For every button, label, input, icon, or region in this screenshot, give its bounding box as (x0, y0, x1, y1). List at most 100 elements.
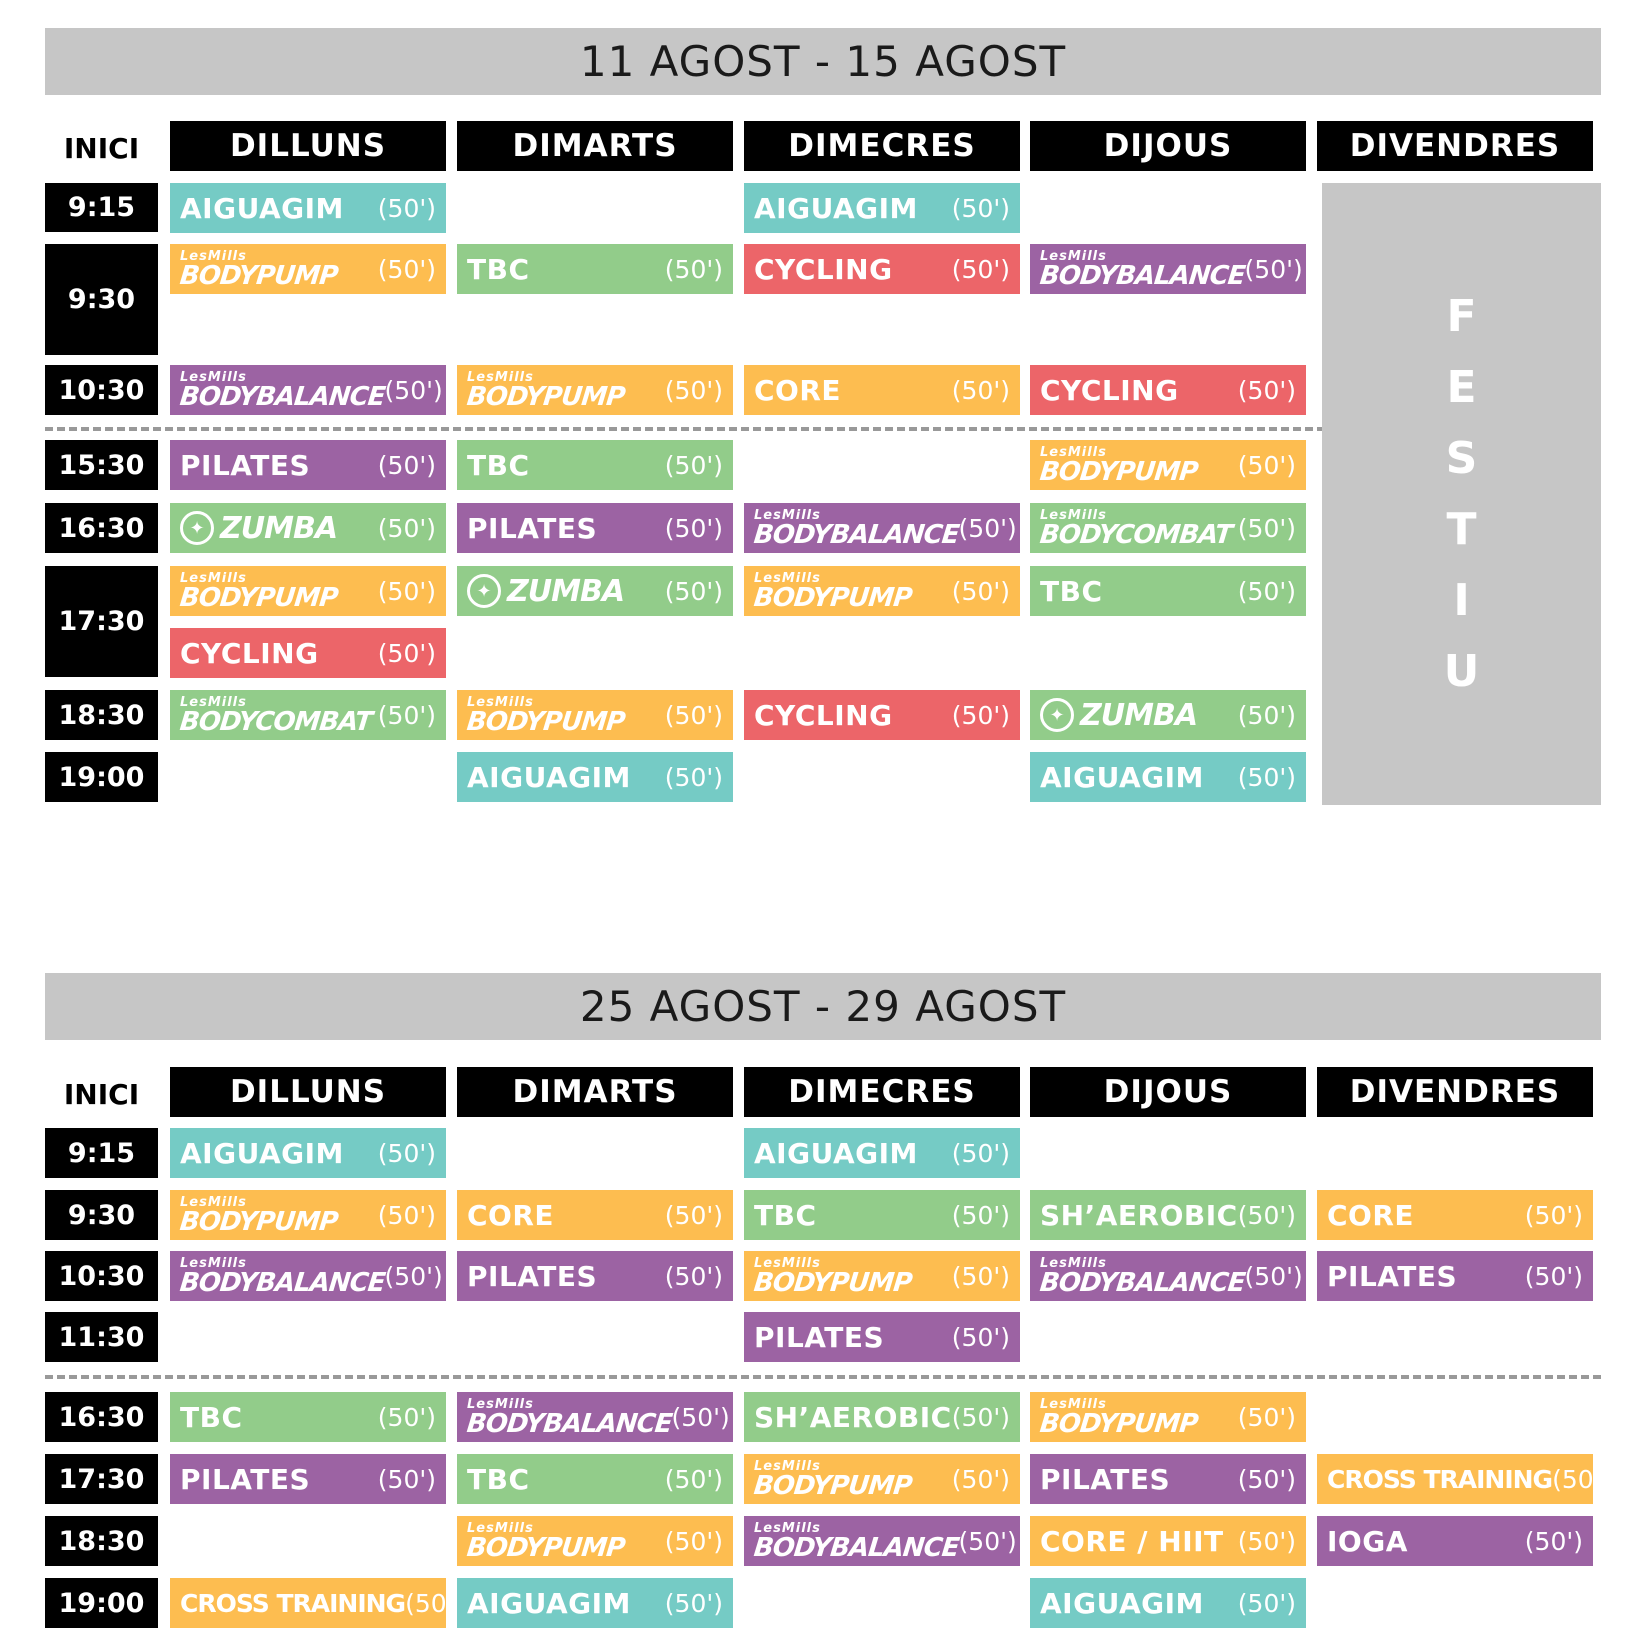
class-pilates[interactable]: PILATES (50') (1317, 1251, 1593, 1301)
class-name: CYCLING (754, 698, 893, 732)
class-bodybalance[interactable]: LesMills BODYBALANCE (50') (744, 503, 1020, 553)
class-duration: (50') (1237, 576, 1296, 606)
class-pilates[interactable]: PILATES (50') (457, 503, 733, 553)
class-duration: (50') (951, 1138, 1010, 1168)
class-tbc[interactable]: TBC (50') (170, 1392, 446, 1442)
class-duration: (50') (951, 1200, 1010, 1230)
class-cycling[interactable]: CYCLING (50') (744, 690, 1020, 740)
class-name: SH’AEROBIC (1040, 1198, 1238, 1232)
time-slot: 9:15 (45, 1128, 158, 1178)
class-duration: (50') (1524, 1261, 1583, 1291)
time-slot: 16:30 (45, 1392, 158, 1442)
class-aiguagim[interactable]: AIGUAGIM (50') (1030, 1578, 1306, 1628)
class-tbc[interactable]: TBC (50') (457, 1454, 733, 1504)
class-bodybalance[interactable]: LesMills BODYBALANCE (50') (170, 1251, 446, 1301)
class-aiguagim[interactable]: AIGUAGIM (50') (457, 752, 733, 802)
class-cycling[interactable]: CYCLING (50') (744, 244, 1020, 294)
class-core[interactable]: CORE (50') (1317, 1190, 1593, 1240)
class-bodypump[interactable]: LesMills BODYPUMP (50') (170, 1190, 446, 1240)
class-core[interactable]: CORE (50') (744, 365, 1020, 415)
lesmills-logo: LesMills BODYBALANCE (465, 1396, 674, 1439)
class-duration: (50') (384, 1261, 443, 1291)
class-duration: (50') (377, 576, 436, 606)
time-slot: 10:30 (45, 1251, 158, 1301)
class-name: PILATES (1327, 1259, 1458, 1293)
class-name: CROSS TRAINING (180, 1588, 406, 1618)
class-tbc[interactable]: TBC (50') (744, 1190, 1020, 1240)
class-bodybalance[interactable]: LesMills BODYBALANCE (50') (457, 1392, 733, 1442)
class-duration: (50') (1524, 1526, 1583, 1556)
class-pilates[interactable]: PILATES (50') (170, 440, 446, 490)
class-zumba[interactable]: ✦ ZUMBA (50') (1030, 690, 1306, 740)
class-pilates[interactable]: PILATES (50') (170, 1454, 446, 1504)
class-ioga[interactable]: IOGA (50') (1317, 1516, 1593, 1566)
class-aiguagim[interactable]: AIGUAGIM (50') (170, 1128, 446, 1178)
class-bodypump[interactable]: LesMills BODYPUMP (50') (170, 244, 446, 294)
class-shaerobic[interactable]: SH’AEROBIC (50') (744, 1392, 1020, 1442)
class-duration: (50') (664, 513, 723, 543)
class-bodypump[interactable]: LesMills BODYPUMP (50') (1030, 440, 1306, 490)
day-header-divendres: DIVENDRES (1317, 121, 1593, 171)
class-bodypump[interactable]: LesMills BODYPUMP (50') (457, 365, 733, 415)
class-aiguagim[interactable]: AIGUAGIM (50') (170, 183, 446, 233)
class-name: PILATES (180, 1462, 311, 1496)
zumba-icon: ✦ (180, 511, 214, 545)
class-zumba[interactable]: ✦ ZUMBA (50') (457, 566, 733, 616)
class-duration: (50') (664, 700, 723, 730)
class-bodycombat[interactable]: LesMills BODYCOMBAT (50') (170, 690, 446, 740)
lesmills-logo: LesMills BODYPUMP (1038, 1396, 1199, 1439)
class-duration: (50') (951, 1261, 1010, 1291)
time-slot: 19:00 (45, 752, 158, 802)
class-duration: (50') (951, 1402, 1010, 1432)
class-bodybalance[interactable]: LesMills BODYBALANCE (50') (1030, 244, 1306, 294)
class-duration: (50') (664, 450, 723, 480)
class-bodypump[interactable]: LesMills BODYPUMP (50') (744, 1251, 1020, 1301)
class-core[interactable]: CORE (50') (457, 1190, 733, 1240)
class-duration: (50') (1244, 1261, 1303, 1291)
class-shaerobic[interactable]: SH’AEROBIC (50') (1030, 1190, 1306, 1240)
class-duration: (50') (377, 1138, 436, 1168)
class-pilates[interactable]: PILATES (50') (457, 1251, 733, 1301)
class-bodypump[interactable]: LesMills BODYPUMP (50') (744, 1454, 1020, 1504)
class-name: PILATES (1040, 1462, 1171, 1496)
class-bodypump[interactable]: LesMills BODYPUMP (50') (457, 690, 733, 740)
class-tbc[interactable]: TBC (50') (457, 440, 733, 490)
class-cycling[interactable]: CYCLING (50') (1030, 365, 1306, 415)
class-aiguagim[interactable]: AIGUAGIM (50') (744, 183, 1020, 233)
lesmills-logo: LesMills BODYBALANCE (752, 1520, 961, 1563)
class-bodybalance[interactable]: LesMills BODYBALANCE (50') (744, 1516, 1020, 1566)
class-bodypump[interactable]: LesMills BODYPUMP (50') (457, 1516, 733, 1566)
class-bodypump[interactable]: LesMills BODYPUMP (50') (170, 566, 446, 616)
class-duration: (50') (664, 1261, 723, 1291)
time-slot: 18:30 (45, 690, 158, 740)
class-name: SH’AEROBIC (754, 1400, 952, 1434)
class-cross-training[interactable]: CROSS TRAINING (50') (1317, 1454, 1593, 1504)
class-pilates[interactable]: PILATES (50') (1030, 1454, 1306, 1504)
class-core-hiit[interactable]: CORE / HIIT (50') (1030, 1516, 1306, 1566)
class-aiguagim[interactable]: AIGUAGIM (50') (457, 1578, 733, 1628)
class-name: TBC (467, 1462, 530, 1496)
class-bodycombat[interactable]: LesMills BODYCOMBAT (50') (1030, 503, 1306, 553)
class-tbc[interactable]: TBC (50') (457, 244, 733, 294)
class-bodybalance[interactable]: LesMills BODYBALANCE (50') (1030, 1251, 1306, 1301)
class-cycling[interactable]: CYCLING (50') (170, 628, 446, 678)
class-duration: (50') (377, 254, 436, 284)
class-bodypump[interactable]: LesMills BODYPUMP (50') (1030, 1392, 1306, 1442)
afternoon-divider (45, 427, 1601, 431)
day-header-divendres: DIVENDRES (1317, 1067, 1593, 1117)
class-bodybalance[interactable]: LesMills BODYBALANCE (50') (170, 365, 446, 415)
class-aiguagim[interactable]: AIGUAGIM (50') (744, 1128, 1020, 1178)
class-zumba[interactable]: ✦ ZUMBA (50') (170, 503, 446, 553)
time-slot: 17:30 (45, 1454, 158, 1504)
class-aiguagim[interactable]: AIGUAGIM (50') (1030, 752, 1306, 802)
class-duration: (50') (958, 513, 1017, 543)
class-tbc[interactable]: TBC (50') (1030, 566, 1306, 616)
class-duration: (50') (377, 450, 436, 480)
time-slot: 16:30 (45, 503, 158, 553)
class-pilates[interactable]: PILATES (50') (744, 1312, 1020, 1362)
week-1-title: 11 AGOST - 15 AGOST (45, 28, 1601, 95)
class-bodypump[interactable]: LesMills BODYPUMP (50') (744, 566, 1020, 616)
class-duration: (50') (951, 254, 1010, 284)
day-header-dimecres: DIMECRES (744, 121, 1020, 171)
class-cross-training[interactable]: CROSS TRAINING (50') (170, 1578, 446, 1628)
